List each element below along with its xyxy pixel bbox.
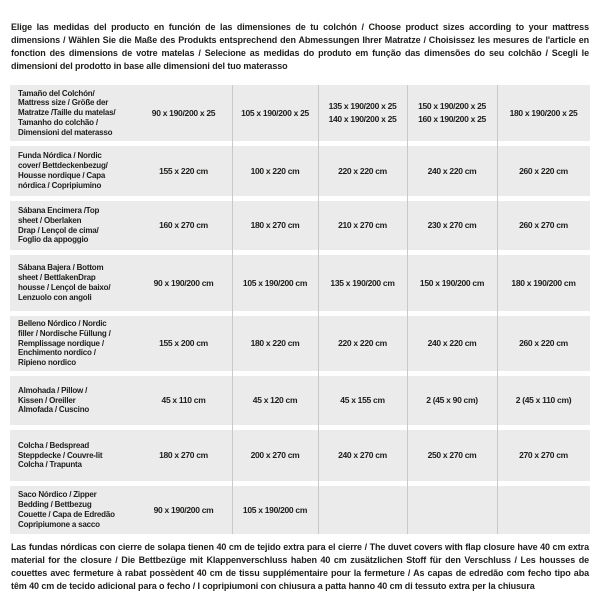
- column-separator: [232, 85, 233, 534]
- row-label: Colcha / Bedspread Steppdecke / Couvre-l…: [18, 440, 103, 470]
- size-cell: 45 x 155 cm: [340, 395, 385, 405]
- row-label: Almohada / Pillow / Kissen / Oreiller Al…: [18, 385, 90, 415]
- row-label: Belleno Nórdico / Nordic filler / Nordis…: [18, 319, 111, 368]
- size-cell: 155 x 220 cm: [159, 165, 208, 176]
- size-cell: 240 x 220 cm: [427, 338, 477, 348]
- size-cell: 155 x 200 cm: [159, 338, 208, 348]
- size-cell: 45 x 120 cm: [252, 395, 298, 405]
- table-row-nordic-filler: Belleno Nórdico / Nordic filler / Nordis…: [10, 316, 590, 371]
- size-cell: 180 x 220 cm: [250, 338, 300, 348]
- size-cell: 2 (45 x 110 cm): [515, 395, 572, 405]
- size-cell: 180 x 190/200 x 25: [509, 107, 578, 118]
- size-cell: 220 x 220 cm: [338, 338, 387, 348]
- column-separator: [318, 85, 319, 534]
- size-cell: 135 x 190/200 x 25 140 x 190/200 x 25: [328, 101, 397, 124]
- size-cell: 240 x 220 cm: [427, 165, 477, 176]
- size-cell: 90 x 190/200 x 25: [151, 107, 216, 118]
- size-cell: 45 x 110 cm: [161, 395, 206, 405]
- table-row-top-sheet: Sábana Encimera /Top sheet / Oberlaken D…: [10, 201, 590, 250]
- size-cell: 90 x 190/200 cm: [153, 504, 214, 515]
- row-label: Sábana Encimera /Top sheet / Oberlaken D…: [18, 205, 100, 245]
- size-cell: 90 x 190/200 cm: [153, 277, 214, 288]
- size-cell: 105 x 190/200 cm: [242, 277, 308, 288]
- size-cell: 230 x 270 cm: [427, 220, 477, 230]
- table-row-bottom-sheet: Sábana Bajera / Bottom sheet / Bettlaken…: [10, 255, 590, 311]
- table-row-zipper-bedding: Saco Nórdico / Zipper Bedding / Bettbezu…: [10, 486, 590, 534]
- size-cell: 150 x 190/200 cm: [419, 277, 485, 288]
- intro-text: Elige las medidas del producto en funció…: [11, 22, 589, 71]
- size-cell: 260 x 270 cm: [519, 220, 568, 230]
- row-label: Saco Nórdico / Zipper Bedding / Bettbezu…: [18, 490, 115, 529]
- size-cell: 210 x 270 cm: [338, 220, 387, 230]
- size-cell: 180 x 270 cm: [159, 450, 208, 460]
- size-cell: 180 x 270 cm: [250, 220, 300, 230]
- size-cell: 105 x 190/200 x 25: [241, 107, 309, 118]
- size-cell: 240 x 270 cm: [338, 450, 387, 460]
- row-label: Sábana Bajera / Bottom sheet / Bettlaken…: [18, 263, 111, 302]
- table-row-mattress-size: Tamaño del Colchón/ Mattress size / Größ…: [10, 85, 590, 141]
- size-cell: 260 x 220 cm: [519, 338, 568, 348]
- size-cell: 180 x 190/200 cm: [511, 277, 576, 288]
- size-cell: 220 x 220 cm: [338, 165, 387, 176]
- size-cell: 105 x 190/200 cm: [242, 504, 308, 515]
- size-cell: 2 (45 x 90 cm): [426, 395, 478, 405]
- size-cell: 150 x 190/200 x 25 160 x 190/200 x 25: [418, 101, 486, 124]
- row-label: Tamaño del Colchón/ Mattress size / Größ…: [18, 88, 116, 137]
- column-separator: [407, 85, 408, 534]
- column-separator: [497, 85, 498, 534]
- size-table: Tamaño del Colchón/ Mattress size / Größ…: [10, 85, 590, 539]
- row-label: Funda Nórdica / Nordic cover/ Bettdecken…: [18, 151, 108, 190]
- table-row-pillow: Almohada / Pillow / Kissen / Oreiller Al…: [10, 376, 590, 425]
- table-row-bedspread: Colcha / Bedspread Steppdecke / Couvre-l…: [10, 430, 590, 481]
- size-cell: 250 x 270 cm: [427, 450, 477, 460]
- table-row-duvet-cover: Funda Nórdica / Nordic cover/ Bettdecken…: [10, 146, 590, 196]
- size-cell: 135 x 190/200 cm: [330, 277, 395, 288]
- size-cell: 160 x 270 cm: [159, 220, 208, 230]
- size-cell: 100 x 220 cm: [250, 165, 300, 176]
- size-cell: 270 x 270 cm: [519, 450, 568, 460]
- footer-note: Las fundas nórdicas con cierre de solapa…: [11, 542, 589, 591]
- size-cell: 260 x 220 cm: [519, 165, 568, 176]
- size-cell: 200 x 270 cm: [250, 450, 300, 460]
